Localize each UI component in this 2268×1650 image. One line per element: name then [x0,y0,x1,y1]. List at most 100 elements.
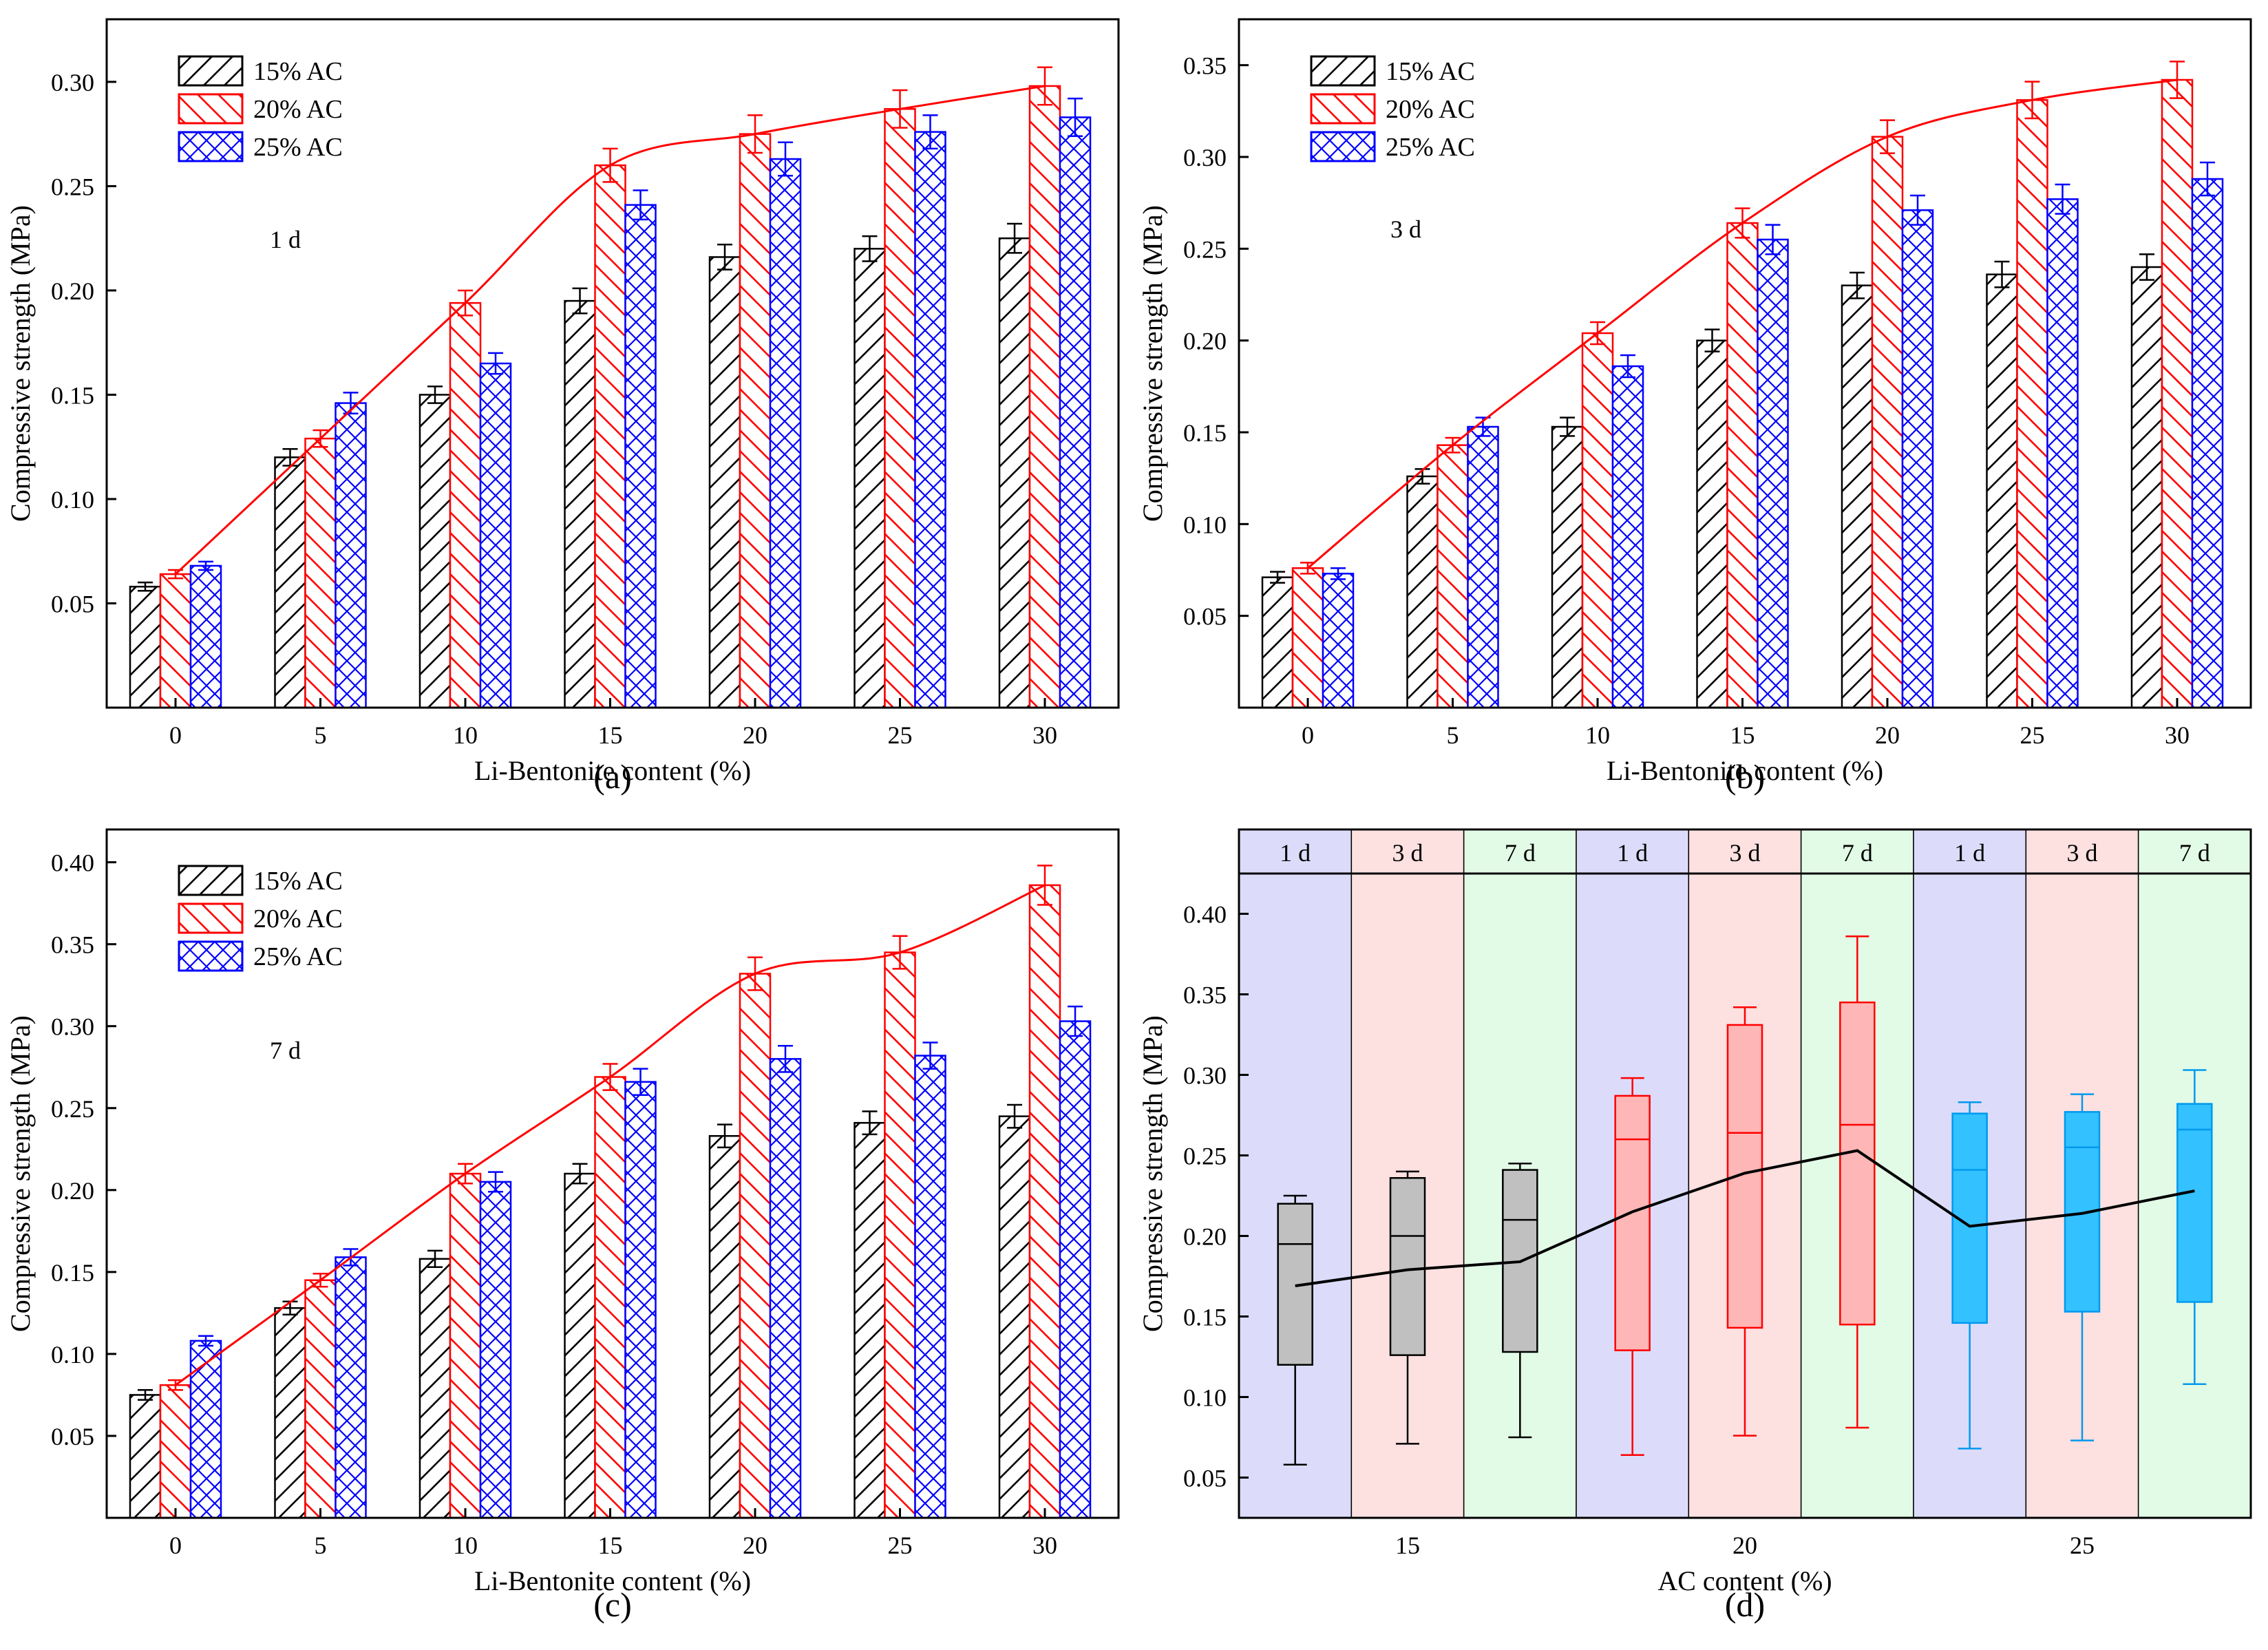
age-band-label: 7 d [1842,839,1873,867]
x-tick-label: 0 [169,721,182,749]
y-tick-label: 0.25 [1183,1143,1227,1170]
plot-frame [1238,18,2252,709]
x-tick-label: 25 [888,721,913,749]
legend-swatch [1310,131,1376,162]
bar-20ac [159,1384,192,1519]
x-tick-label: 0 [1302,721,1314,749]
bar-25ac [769,1058,802,1519]
bar-25ac [1322,573,1355,709]
bar-25ac [479,362,512,709]
age-band-label: 7 d [1505,839,1536,867]
y-axis-label: Compressive strength (MPa) [5,1015,36,1332]
bar-25ac [479,1181,512,1519]
panel-a-chart: 0 5 10 15 20 25 30 0.05 0.10 0.15 0.20 0.25 0.30 15%… [5,18,1120,796]
x-tick-label: 20 [743,1532,767,1559]
y-tick-label: 0.05 [1183,603,1227,631]
bar-25ac [2046,198,2079,709]
x-axis-label: Li-Bentonite content (%) [1607,755,1883,786]
bar-20ac [594,1076,626,1519]
x-tick-label: 15 [598,721,623,749]
y-tick-label: 0.25 [51,1095,94,1123]
age-annotation: 3 d [1390,215,1421,243]
y-tick-label: 0.10 [51,1341,94,1368]
legend-label: 20% AC [253,95,343,124]
bar-20ac [1581,332,1614,709]
bar-15ac [1986,273,2018,709]
bar-20ac [1028,884,1061,1519]
y-tick-label: 0.35 [1183,52,1227,80]
bar-20ac [2016,99,2048,709]
bar-15ac [2130,266,2163,709]
panel-label: (b) [1725,757,1765,796]
x-tick-label: 10 [453,721,478,749]
x-tick-label: 30 [1032,1532,1057,1559]
bar-20ac [449,302,482,709]
bar-20ac [884,108,916,709]
bar-15ac [998,1115,1031,1519]
box-iqr [1389,1177,1426,1356]
x-axis-label: Li-Bentonite content (%) [474,1565,751,1596]
bar-20ac [1028,85,1061,709]
bar-15ac [418,394,452,709]
bar-20ac [449,1172,482,1519]
x-tick-label: 30 [2165,721,2190,749]
y-tick-label: 0.35 [51,931,94,959]
bar-25ac [1467,425,1499,709]
y-tick-label: 0.25 [51,173,94,200]
bar-20ac [304,1279,337,1519]
box-iqr [1951,1112,1988,1324]
bar-15ac [129,1394,162,1519]
bar-15ac [854,248,886,709]
legend-label: 20% AC [1386,95,1475,124]
y-axis-label: Compressive strength (MPa) [1137,205,1168,522]
y-axis-label: Compressive strength (MPa) [1137,1015,1168,1332]
legend-label: 20% AC [253,905,343,933]
x-tick-label: 10 [1585,721,1610,749]
y-tick-label: 0.25 [1183,235,1227,263]
bar-25ac [1901,209,1934,709]
y-tick-label: 0.10 [1183,511,1227,538]
y-tick-label: 0.05 [51,590,94,617]
bar-20ac [2161,78,2194,709]
y-tick-label: 0.15 [1183,419,1227,447]
plot-frame [1238,828,2252,1519]
bar-25ac [189,564,222,709]
x-tick-label: 20 [1875,721,1900,749]
panel-label: (c) [593,1585,632,1624]
mean-line [1295,1149,2195,1288]
x-tick-label: 0 [169,1532,182,1559]
x-tick-label: 25 [2070,1532,2095,1559]
age-band-label: 1 d [1280,839,1311,867]
panel-label: (a) [593,757,632,796]
x-axis-label: Li-Bentonite content (%) [474,755,751,786]
panel-c-chart: 0 5 10 15 20 25 30 0.05 0.10 0.15 0.20 0.25 0.30 0.35… [5,828,1120,1624]
legend-swatch [178,131,244,162]
y-axis-label: Compressive strength (MPa) [5,205,36,522]
y-tick-label: 0.05 [51,1423,94,1450]
x-tick-label: 20 [1732,1532,1757,1559]
legend-swatch [178,55,244,87]
bar-25ac [624,1081,657,1519]
bar-25ac [1611,365,1644,709]
legend-swatch [1310,55,1376,87]
y-tick-label: 0.20 [51,277,94,305]
bar-15ac [1551,425,1584,709]
bar-20ac [884,951,916,1519]
bar-15ac [854,1121,886,1519]
bar-25ac [914,131,946,709]
x-tick-label: 25 [888,1532,913,1559]
y-tick-label: 0.35 [1183,982,1227,1009]
bar-25ac [335,1256,367,1519]
y-tick-label: 0.20 [1183,328,1227,355]
bar-15ac [1696,339,1728,709]
bar-20ac [739,133,772,709]
x-tick-label: 25 [2020,721,2045,749]
bar-15ac [418,1258,452,1519]
legend-label: 15% AC [253,57,343,86]
bar-25ac [1757,238,1789,709]
bar-20ac [304,437,337,709]
age-band-label: 3 d [1392,839,1423,867]
legend-swatch [178,865,244,896]
y-tick-label: 0.30 [51,69,94,96]
x-tick-label: 15 [1730,721,1755,749]
